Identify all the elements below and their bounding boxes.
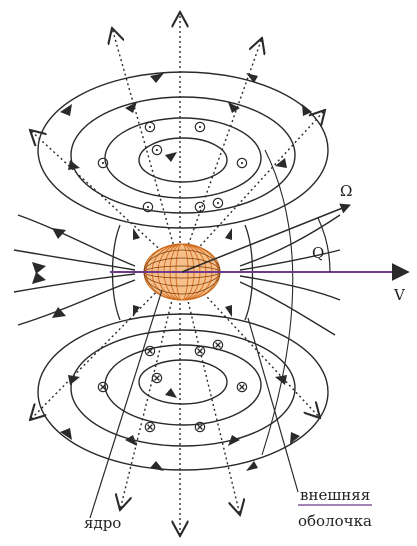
angle-q-label: Q — [312, 244, 324, 262]
out-of-page-symbol: ⊙ — [143, 117, 156, 136]
into-page-symbol: ⊗ — [193, 341, 206, 360]
out-of-page-symbol: ⊙ — [193, 117, 206, 136]
into-page-symbol: ⊗ — [235, 377, 248, 396]
out-of-page-symbol: ⊙ — [211, 193, 224, 212]
core-label: ядро — [84, 514, 121, 532]
into-page-symbol: ⊗ — [211, 335, 224, 354]
into-page-symbol: ⊗ — [193, 417, 206, 436]
out-of-page-symbol: ⊙ — [96, 153, 109, 172]
out-of-page-symbol: ⊙ — [235, 153, 248, 172]
out-of-page-symbol: ⊙ — [141, 197, 154, 216]
out-of-page-symbols: ⊙ ⊙ ⊙ ⊙ ⊙ ⊙ ⊙ ⊙ — [96, 117, 248, 216]
dotted-radiation-lines — [30, 12, 325, 536]
shell-label-line1: внешняя — [300, 486, 370, 504]
shell-label-line2: оболочка — [298, 512, 372, 530]
core-leader-line — [89, 289, 163, 519]
into-page-symbol: ⊗ — [143, 341, 156, 360]
into-page-symbol: ⊗ — [150, 368, 163, 387]
loop-arrowheads — [32, 73, 312, 471]
shell-leader-line — [247, 317, 299, 493]
lower-field-loops — [37, 313, 329, 471]
into-page-symbols: ⊗ ⊗ ⊗ ⊗ ⊗ ⊗ ⊗ ⊗ — [96, 335, 248, 436]
angle-q-arc — [317, 217, 331, 273]
side-field-lines — [13, 214, 341, 336]
velocity-label: V — [393, 286, 406, 304]
upper-field-loops — [37, 71, 329, 229]
outer-shell-arcs — [111, 149, 294, 456]
omega-axis — [181, 203, 351, 273]
out-of-page-symbol: ⊙ — [150, 140, 163, 159]
into-page-symbol: ⊗ — [96, 377, 109, 396]
into-page-symbol: ⊗ — [143, 417, 156, 436]
out-of-page-symbol: ⊙ — [193, 197, 206, 216]
omega-label: Ω — [340, 182, 352, 200]
